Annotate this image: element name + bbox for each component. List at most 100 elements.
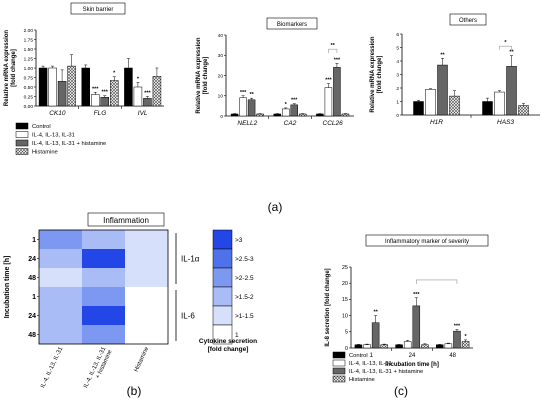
heatmap-cell [39,268,82,287]
bar [124,67,133,107]
significance-marker: * [285,102,288,108]
scale-label: 1 [235,332,239,339]
heatmap-cell [82,325,125,344]
significance-marker: *** [144,91,151,97]
row-label: 1 [32,237,36,244]
significance-marker: *** [413,292,420,298]
y-axis-label: IL-8 secretion [fold change] [325,268,331,346]
bar [333,67,341,117]
bar [239,97,247,117]
y-tick-label: 20 [218,73,224,79]
y-tick-label: 15 [342,297,348,303]
bar [282,108,290,117]
legend-label: Histamine [32,150,58,156]
y-tick-label: 1 [396,99,399,105]
x-tick-label: CK10 [49,110,66,117]
x-tick-label: CA2 [284,120,297,127]
legend-label: Control [32,124,51,130]
scale-swatch [212,229,233,250]
y-axis-label-line: [fold change] [11,49,17,87]
panel-label-c: (c) [394,384,408,398]
chart-title-box [266,17,318,30]
chart-title: Others [459,18,477,24]
row-label: 48 [28,275,36,282]
significance-marker: *** [92,86,99,92]
scale-label: >1.5-2 [235,294,254,301]
heatmap-cell [82,287,125,306]
y-tick-label: 2 [396,86,399,92]
y-tick-label: 1.50 [24,47,34,53]
y-axis-label: Relative mRNA expression[fold change] [4,30,17,106]
y-tick-label: 1.00 [24,66,34,72]
scale-swatch [212,305,233,326]
heatmap-cell [82,230,125,249]
y-axis-label-line: [fold change] [203,57,209,95]
legend-swatch-il [332,359,346,367]
row-label: 24 [28,256,36,263]
bar [506,66,517,116]
heatmap-cell [39,287,82,306]
bar [403,341,412,349]
bar [256,113,264,117]
column-label: Histamine [134,346,151,373]
legend-panel-c: Control IL-4, IL-13, IL-31 IL-4, IL-13, IL… [332,351,423,383]
bar [436,344,444,349]
bar [482,101,493,116]
legend-label: Control [349,353,368,359]
heatmap-cell [39,230,82,249]
bar [133,86,143,107]
bar [518,105,529,116]
heatmap-frame [38,229,169,345]
x-axis-label: Incubation time [h] [385,362,439,368]
scale-label: >1-1.5 [235,313,254,320]
significance-bracket [328,48,338,54]
y-axis-label: Incubation time [h] [4,256,11,319]
bar [461,341,470,349]
y-tick-label: 10 [218,94,224,100]
y-tick-label: 5 [396,45,399,51]
scale-swatch [212,286,233,307]
y-axis-label-line: Relative mRNA expression [196,37,202,113]
bar [299,113,307,117]
x-tick-label: FLG [94,110,107,117]
bar [425,89,436,116]
y-tick-label: 40 [218,33,224,39]
column-label: IL-4, IL-13, IL-31+ histamine [83,346,114,392]
y-axis-label: Relative mRNA expression[fold change] [370,36,383,112]
y-tick-label: 30 [218,53,224,59]
legend-swatch-ilhist [15,139,29,147]
row-label: 48 [28,332,36,339]
heatmap-cell [39,306,82,325]
legend-swatch-hist [15,148,29,155]
legend-swatch-control [15,122,29,130]
significance-bracket [499,45,512,51]
bar [380,344,388,349]
y-axis-label-line: IL-8 secretion [fold change] [325,268,331,346]
group-label: IL-1α [181,255,200,264]
chart-title: Inflammatory marker of severity [385,239,469,245]
legend-swatch-hist [332,375,346,383]
significance-marker: *** [334,57,341,63]
significance-marker: *** [102,90,109,96]
bar [48,67,57,107]
heatmap-cell [125,268,168,287]
significance-marker: ** [249,92,254,98]
bar [341,113,350,117]
bar [91,94,100,107]
chart-skin-barrier: Skin barrier 0.00 0.25 0.50 0.75 1.00 1.25 1.50… [4,2,164,117]
scale-swatch [212,324,233,345]
legend-panel-a: Control IL-4, IL-13, IL-31 IL-4, IL-13, IL… [15,122,106,156]
legend-swatch-il [15,131,29,138]
heatmap-cell [82,306,125,325]
chart-title-box [70,2,126,15]
panel-label-b: (b) [127,384,142,398]
y-tick-label: 0.75 [24,75,34,81]
significance-marker: * [113,71,116,77]
chart-biomarkers: Biomarkers 0 10 20 30 40 Relative mRNA express… [196,17,354,127]
x-tick-label: 48 [449,353,456,359]
scale-title: [fold change] [208,346,249,353]
panel-label-a: (a) [268,200,283,214]
scale-label: >3 [235,237,243,244]
scale-label: >2-2.5 [235,275,254,282]
